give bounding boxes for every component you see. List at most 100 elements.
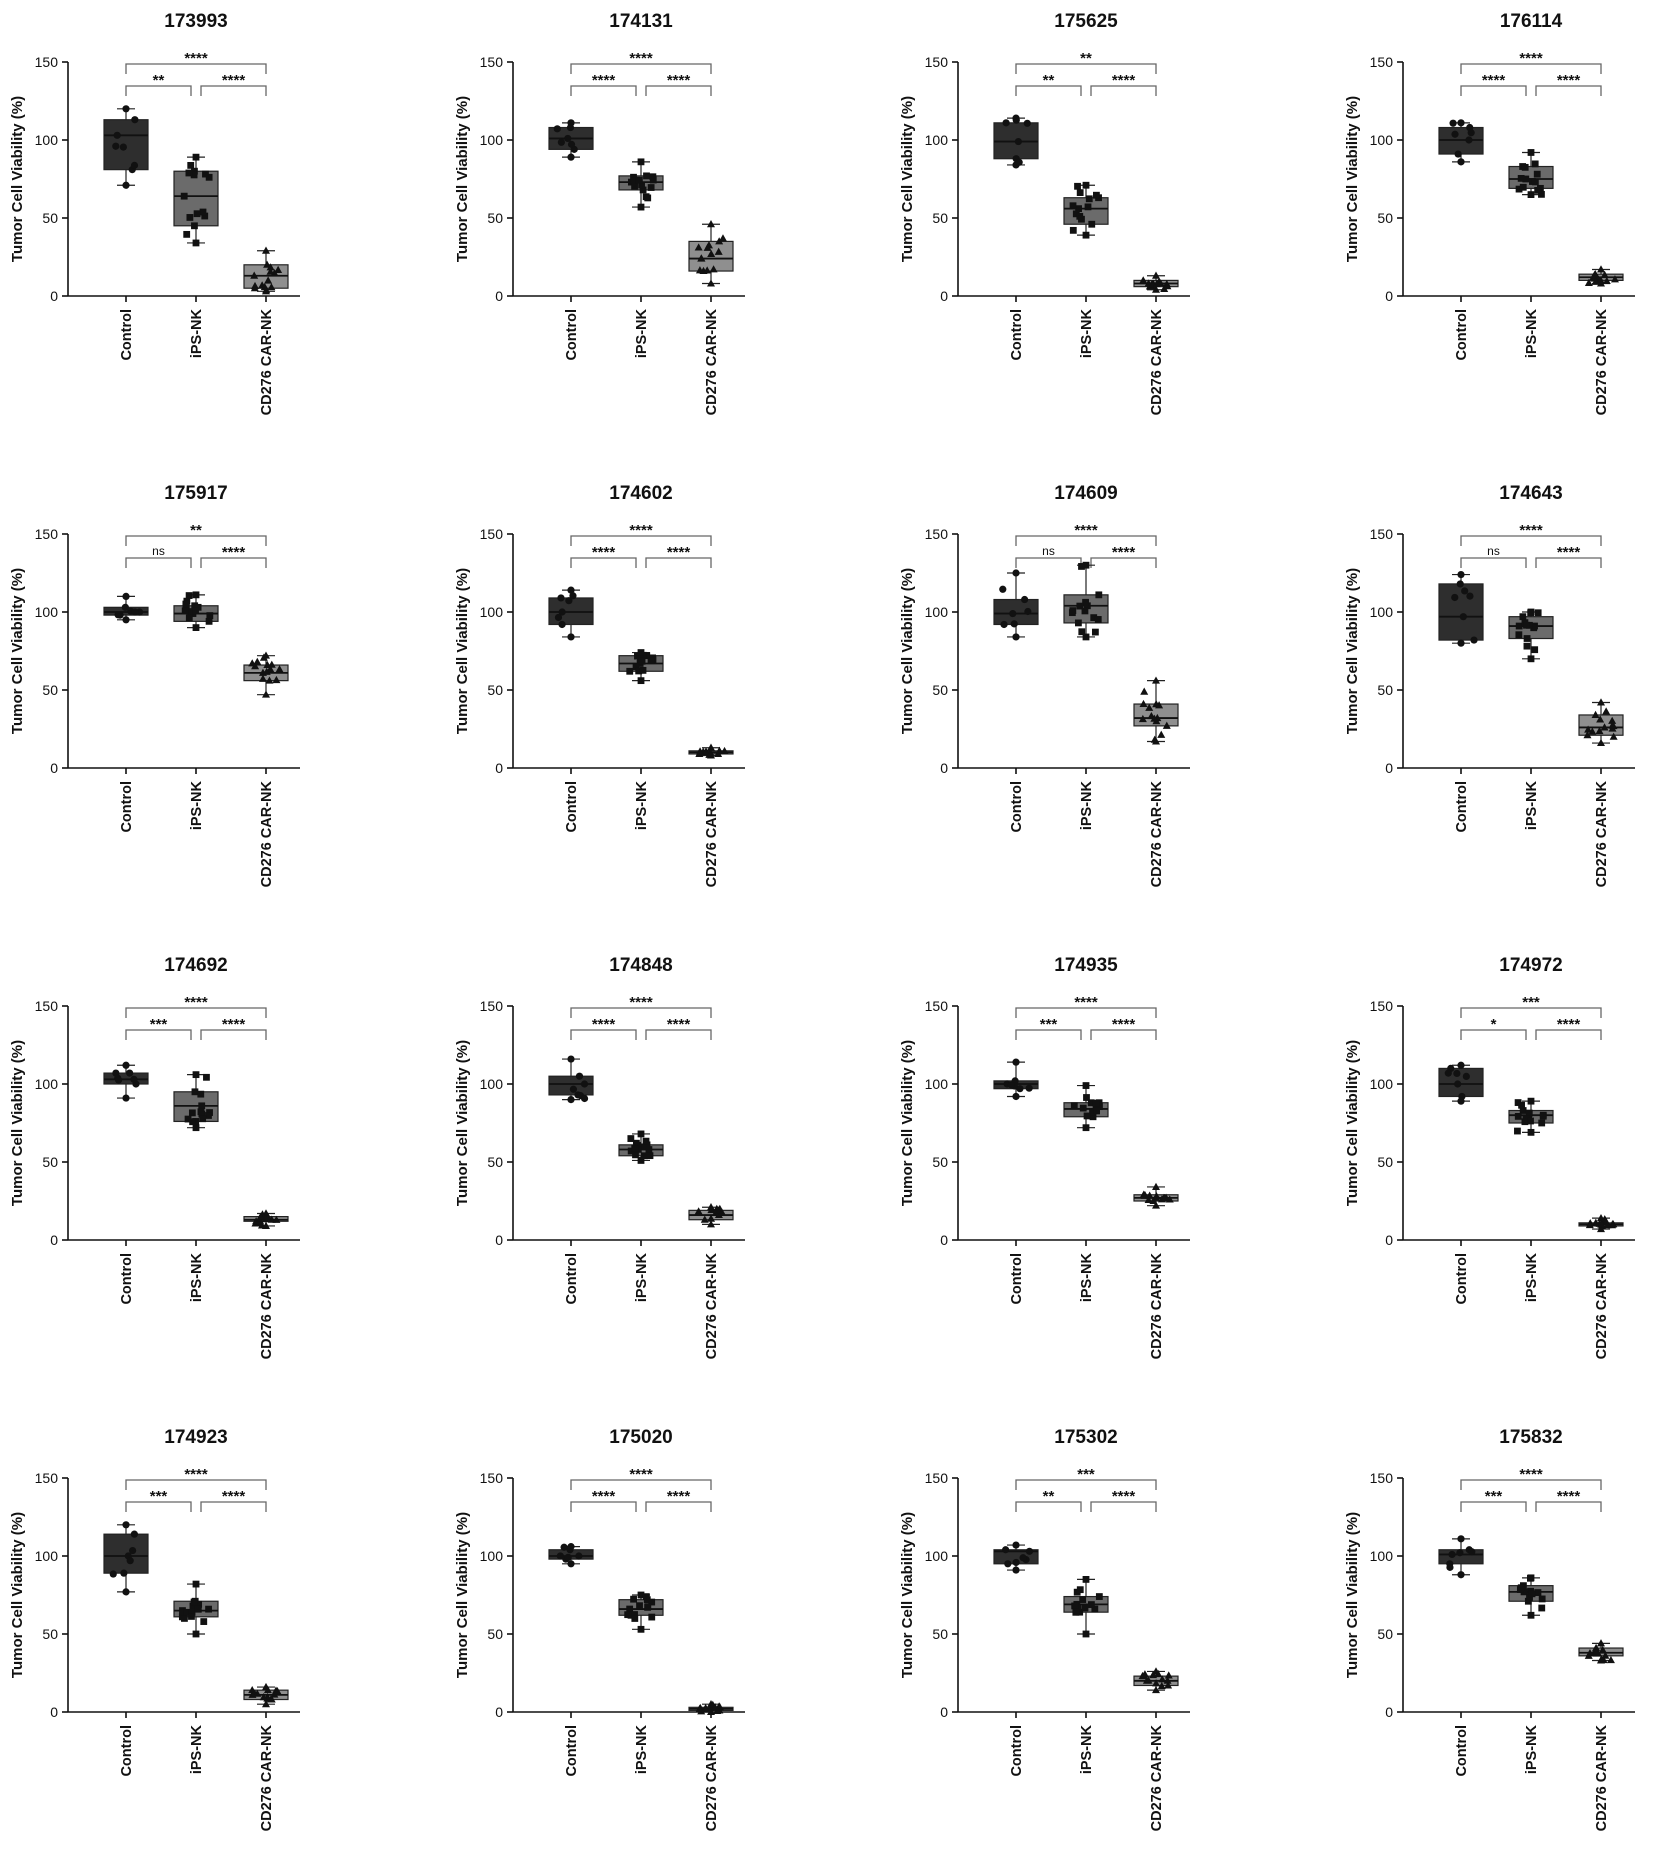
data-point — [626, 1605, 634, 1613]
data-point — [566, 123, 575, 132]
y-tick-label: 150 — [925, 54, 949, 70]
chart-panel-176114: 176114 Tumor Cell Viability (%) 0 50 100 150 C… — [1344, 11, 1635, 415]
data-point — [643, 172, 650, 180]
x-category-label: Control — [1454, 309, 1470, 361]
y-tick-label: 150 — [925, 998, 949, 1014]
data-point — [1024, 607, 1032, 616]
data-point — [194, 1605, 202, 1613]
y-tick-label: 0 — [1385, 288, 1393, 304]
data-point — [191, 1088, 199, 1096]
data-point — [1083, 1112, 1091, 1120]
data-point — [1591, 710, 1600, 718]
y-axis-label: Tumor Cell Viability (%) — [899, 1512, 916, 1678]
data-point — [1151, 1193, 1160, 1201]
data-point — [1534, 187, 1542, 194]
data-point — [203, 1073, 210, 1081]
data-point — [122, 105, 130, 113]
data-point — [1162, 721, 1171, 729]
y-tick-label: 150 — [35, 1470, 59, 1486]
x-category-label: CD276 CAR-NK — [1594, 780, 1610, 887]
y-tick-label: 50 — [932, 1154, 948, 1170]
data-point — [1533, 170, 1541, 178]
data-point — [131, 608, 139, 616]
box-1 — [548, 1055, 594, 1104]
data-point — [639, 651, 647, 659]
data-point — [627, 1147, 635, 1155]
data-point — [634, 1146, 642, 1153]
data-point — [1515, 185, 1523, 193]
y-tick-label: 50 — [42, 210, 58, 226]
data-point — [1074, 619, 1082, 627]
data-point — [205, 173, 213, 181]
data-point — [567, 586, 575, 594]
data-point — [192, 607, 199, 615]
data-point — [206, 612, 214, 619]
data-point — [1456, 1549, 1464, 1557]
data-point — [1454, 1080, 1462, 1088]
data-point — [129, 1546, 137, 1555]
data-point — [182, 600, 190, 608]
significance-label: **** — [1557, 72, 1581, 89]
chart-title: 176114 — [1500, 11, 1563, 32]
significance-label: ** — [153, 72, 165, 89]
significance-bracket — [1460, 63, 1602, 74]
data-point — [1152, 1679, 1161, 1687]
significance-label: ** — [1043, 72, 1055, 89]
significance-bracket — [1535, 85, 1602, 96]
data-point — [999, 585, 1007, 593]
data-point — [122, 592, 130, 600]
chart-panel-175020: 175020 Tumor Cell Viability (%) 0 50 100 150 C… — [454, 1427, 745, 1831]
data-point — [707, 249, 716, 258]
significance-bracket — [1015, 1479, 1157, 1490]
y-tick-label: 100 — [1370, 604, 1394, 620]
x-category-label: Control — [119, 1725, 135, 1777]
data-point — [1527, 1097, 1535, 1105]
data-point — [558, 608, 566, 616]
significance-label: ns — [152, 544, 165, 558]
data-point — [567, 1055, 575, 1063]
y-tick-label: 50 — [487, 1626, 503, 1642]
data-point — [1004, 1560, 1012, 1568]
data-point — [1163, 282, 1172, 290]
data-point — [1069, 607, 1077, 615]
data-point — [184, 1115, 192, 1123]
data-point — [1606, 1655, 1615, 1664]
data-point — [632, 1151, 639, 1159]
data-point — [113, 131, 121, 139]
y-tick-label: 100 — [925, 1076, 949, 1092]
data-point — [1095, 1593, 1103, 1600]
y-tick-label: 50 — [487, 210, 503, 226]
significance-label: **** — [1074, 522, 1098, 539]
data-point — [121, 603, 129, 611]
y-axis-label: Tumor Cell Viability (%) — [454, 1512, 471, 1678]
chart-panel-174923: 174923 Tumor Cell Viability (%) 0 50 100 150 C… — [9, 1427, 300, 1831]
significance-label: **** — [1112, 72, 1136, 89]
chart-panel-174972: 174972 Tumor Cell Viability (%) 0 50 100 150 C… — [1344, 955, 1635, 1359]
data-point — [1520, 1588, 1528, 1596]
chart-title: 174692 — [164, 955, 227, 976]
data-point — [1458, 1092, 1466, 1101]
data-point — [192, 624, 200, 631]
data-point — [1454, 150, 1462, 158]
significance-label: **** — [222, 1488, 246, 1505]
chart-panel-175832: 175832 Tumor Cell Viability (%) 0 50 100 150 C… — [1344, 1427, 1635, 1831]
significance-label: **** — [184, 50, 208, 67]
data-point — [193, 210, 201, 218]
x-category-label: CD276 CAR-NK — [1149, 780, 1165, 887]
data-point — [701, 1705, 710, 1713]
data-point — [1521, 163, 1529, 171]
data-point — [1457, 1571, 1465, 1579]
box-3 — [1133, 676, 1179, 745]
chart-title: 174643 — [1499, 483, 1562, 504]
data-point — [183, 230, 191, 238]
data-point — [1449, 119, 1457, 127]
data-point — [1163, 1676, 1172, 1684]
data-point — [707, 743, 715, 751]
y-axis-label: Tumor Cell Viability (%) — [1344, 1040, 1361, 1206]
significance-label: * — [1491, 1016, 1497, 1033]
significance-bracket — [125, 1479, 267, 1490]
y-tick-label: 0 — [1385, 760, 1393, 776]
box-1 — [993, 569, 1039, 641]
data-point — [112, 142, 120, 150]
x-category-label: iPS-NK — [1079, 308, 1095, 358]
